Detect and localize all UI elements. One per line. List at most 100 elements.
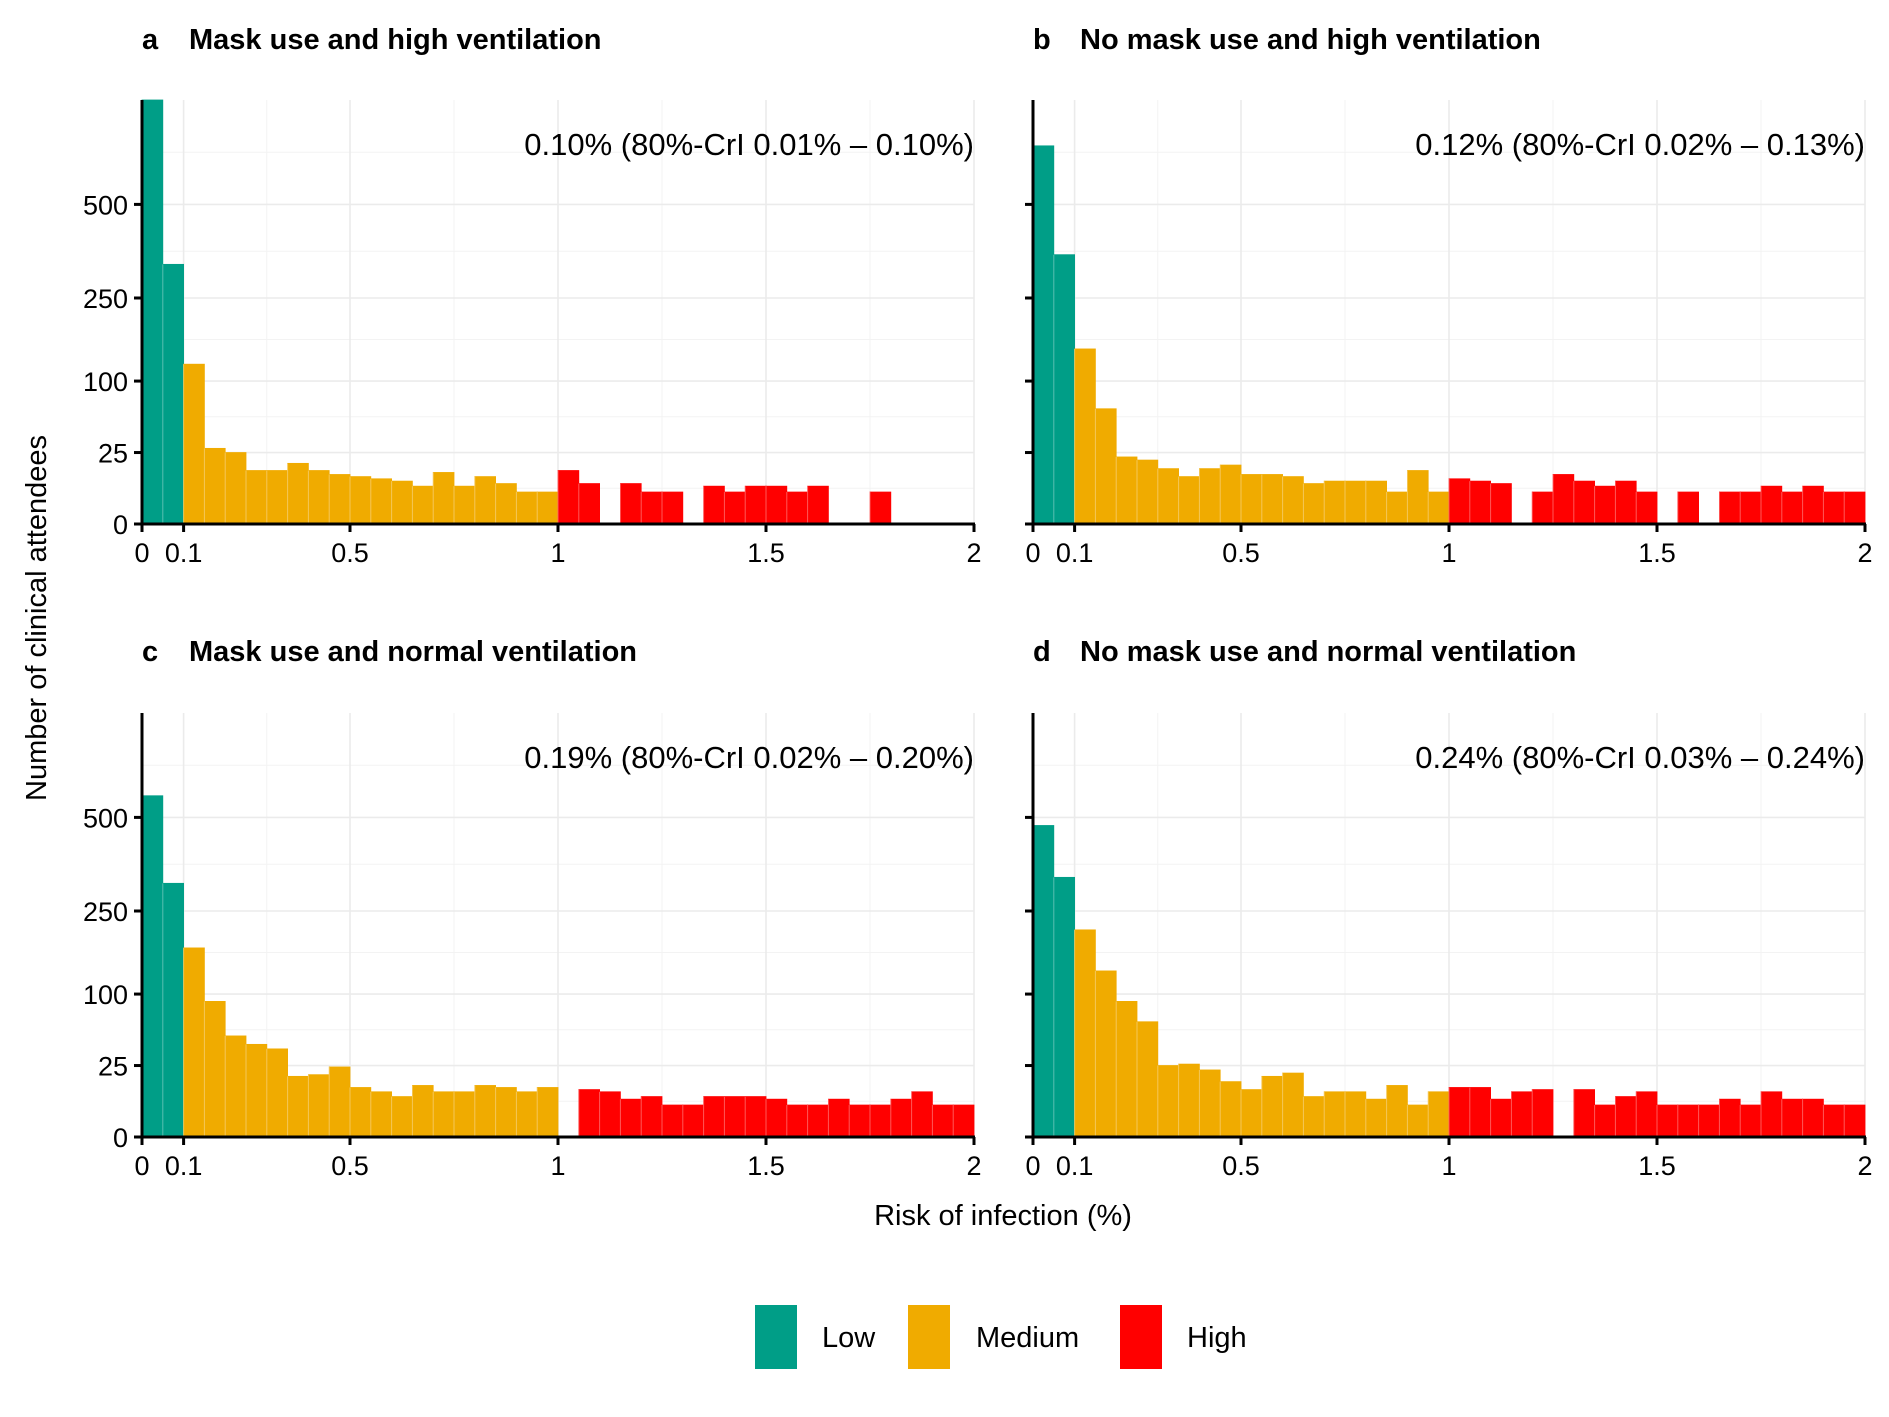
y-tick-label: 250	[83, 897, 128, 927]
histogram-bar	[1760, 485, 1783, 525]
x-tick-label: 2	[966, 538, 981, 568]
histogram-bar	[307, 1074, 330, 1138]
histogram-bar	[1635, 491, 1658, 525]
histogram-bar	[1032, 825, 1055, 1138]
y-tick-label: 500	[83, 803, 128, 833]
histogram-bar	[1323, 480, 1346, 525]
histogram-bar	[474, 1085, 496, 1138]
histogram-bar	[432, 1091, 455, 1138]
histogram-bar	[411, 485, 434, 525]
histogram-bar	[765, 1098, 788, 1138]
histogram-bar	[1032, 145, 1055, 525]
histogram-bar	[1469, 1087, 1492, 1138]
x-tick-label: 0.5	[1222, 538, 1260, 568]
histogram-bar	[1594, 1104, 1616, 1138]
x-tick-label: 0.1	[165, 538, 203, 568]
histogram-bar	[453, 1091, 476, 1138]
histogram-bar	[245, 1043, 268, 1138]
histogram-bar	[287, 462, 309, 525]
histogram-bar	[1115, 1001, 1138, 1138]
histogram-bar	[724, 1096, 746, 1138]
histogram-bar	[1615, 480, 1637, 525]
histogram-bar	[391, 1096, 413, 1138]
histogram-bar	[370, 478, 392, 525]
histogram-bar	[1823, 1104, 1845, 1138]
histogram-bar	[578, 1089, 600, 1138]
histogram-bar	[349, 476, 372, 525]
x-tick-label: 0.5	[331, 1151, 369, 1181]
histogram-bar	[1240, 1089, 1263, 1138]
legend-swatch-low	[755, 1305, 797, 1369]
histogram-bar	[495, 1087, 517, 1138]
histogram-bar	[1074, 348, 1096, 525]
histogram-bar	[1261, 1075, 1284, 1138]
histogram-bar	[203, 447, 226, 525]
histogram-bar	[1719, 1098, 1741, 1138]
histogram-bar	[1303, 483, 1325, 525]
histogram-bar	[266, 470, 288, 525]
histogram-bar	[1490, 1098, 1512, 1138]
x-tick-label: 0.1	[1056, 1151, 1094, 1181]
panel-title: No mask use and high ventilation	[1080, 24, 1541, 56]
histogram-bar	[1511, 1091, 1533, 1138]
histogram-bar	[1573, 1089, 1596, 1138]
histogram-bar	[640, 491, 663, 525]
histogram-bar	[682, 1104, 704, 1138]
histogram-bar	[1219, 1081, 1242, 1138]
histogram-bar	[765, 485, 788, 525]
x-tick-label: 1	[550, 1151, 565, 1181]
histogram-bar	[1781, 1098, 1804, 1138]
x-tick-label: 0	[1025, 1151, 1040, 1181]
histogram-bar	[1344, 1091, 1367, 1138]
histogram-bar	[661, 491, 684, 525]
x-tick-label: 0	[1025, 538, 1040, 568]
x-tick-label: 1.5	[1638, 1151, 1676, 1181]
y-axis-title: Number of clinical attendees	[21, 435, 53, 801]
histogram-bar	[1739, 491, 1762, 525]
histogram-bar	[620, 1098, 642, 1138]
histogram-bar	[1739, 1104, 1762, 1138]
histogram-bar	[266, 1048, 288, 1138]
histogram-bar	[848, 1104, 871, 1138]
histogram-bar	[411, 1085, 434, 1138]
histogram-bar	[1095, 970, 1117, 1138]
histogram-bar	[1407, 470, 1429, 525]
histogram-bar	[1053, 876, 1076, 1138]
histogram-bar	[724, 491, 746, 525]
histogram-bar	[1448, 478, 1471, 525]
panel-title: Mask use and normal ventilation	[189, 636, 637, 668]
histogram-bar	[391, 480, 413, 525]
panel-letter: d	[1033, 636, 1051, 668]
panel-letter: c	[142, 636, 158, 668]
histogram-bar	[744, 485, 767, 525]
histogram-bar	[1344, 480, 1367, 525]
histogram-bar	[1365, 1098, 1388, 1138]
histogram-bar	[661, 1104, 684, 1138]
histogram-bar	[1427, 1091, 1450, 1138]
histogram-bar	[1386, 491, 1408, 525]
panel-letter: b	[1033, 24, 1051, 56]
histogram-bar	[328, 474, 351, 525]
histogram-bar	[183, 363, 205, 525]
histogram-bar	[370, 1091, 392, 1138]
histogram-bar	[1178, 476, 1200, 525]
x-tick-label: 0.5	[1222, 1151, 1260, 1181]
histogram-bar	[1760, 1091, 1783, 1138]
x-tick-label: 0.5	[331, 538, 369, 568]
histogram-bar	[807, 485, 829, 525]
x-tick-label: 1	[1441, 1151, 1456, 1181]
histogram-bar	[183, 947, 205, 1138]
histogram-bar	[1802, 1098, 1824, 1138]
panel-title: Mask use and high ventilation	[189, 24, 602, 56]
y-tick-label: 0	[113, 1123, 128, 1153]
credible-interval-annotation: 0.12% (80%-CrI 0.02% – 0.13%)	[1415, 127, 1865, 162]
histogram-bar	[1365, 480, 1388, 525]
legend-swatch-medium	[908, 1305, 950, 1369]
x-tick-label: 0.1	[165, 1151, 203, 1181]
histogram-bar	[1656, 1104, 1679, 1138]
credible-interval-annotation: 0.24% (80%-CrI 0.03% – 0.24%)	[1415, 740, 1865, 775]
histogram-bar	[1115, 456, 1138, 525]
legend-label-high: High	[1187, 1322, 1247, 1354]
y-tick-label: 0	[113, 510, 128, 540]
